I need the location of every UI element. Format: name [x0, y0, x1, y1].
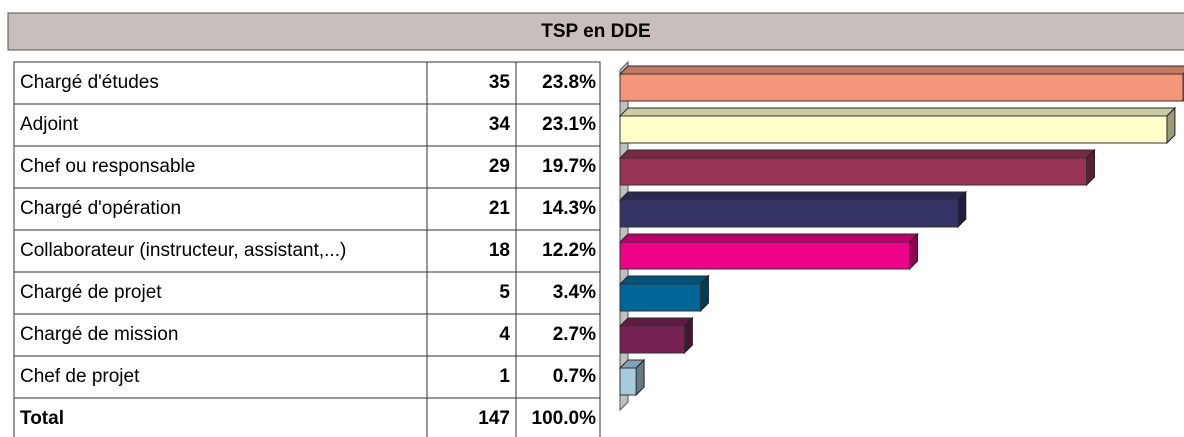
share: 14.3%	[542, 198, 596, 219]
bar-top	[618, 65, 1184, 75]
count: 34	[489, 114, 511, 135]
bar-top	[618, 275, 710, 285]
bar	[619, 241, 911, 270]
bar	[619, 325, 685, 354]
bar	[619, 199, 959, 228]
bar	[619, 73, 1184, 102]
share: 23.8%	[542, 72, 596, 93]
count: 35	[489, 72, 511, 93]
bar-top	[618, 233, 919, 243]
count: 4	[499, 324, 510, 345]
share: 3.4%	[553, 282, 596, 303]
share: 23.1%	[542, 114, 596, 135]
bar-top	[618, 191, 968, 201]
share: 0.7%	[553, 366, 596, 387]
row-label: Chargé de projet	[20, 282, 162, 303]
total: 147	[478, 408, 510, 429]
title-bar	[7, 12, 1184, 51]
bar	[619, 367, 637, 396]
table-border	[13, 61, 601, 437]
count: 1	[499, 366, 510, 387]
bar	[619, 157, 1087, 186]
count: 21	[489, 198, 511, 219]
total-share: 100.0%	[532, 408, 597, 429]
bar	[619, 115, 1168, 144]
share: 19.7%	[542, 156, 596, 177]
row-label: Chargé d'opération	[20, 198, 181, 219]
row-label: Chargé d'études	[20, 72, 159, 93]
count: 18	[489, 240, 510, 261]
row-label: Chef de projet	[20, 366, 140, 387]
bar-top	[618, 317, 694, 327]
row-label: Chargé de mission	[20, 324, 178, 345]
row-label: Chef ou responsable	[20, 156, 195, 177]
count: 29	[489, 156, 510, 177]
total-label: Total	[20, 408, 64, 429]
bar	[619, 283, 701, 312]
bar-top	[618, 149, 1096, 159]
row-label: Adjoint	[20, 114, 79, 135]
row-label: Collaborateur (instructeur, assistant,..…	[20, 240, 346, 261]
count: 5	[499, 282, 510, 303]
bar-top	[618, 107, 1177, 117]
chart-title: TSP en DDE	[541, 21, 650, 42]
share: 2.7%	[553, 324, 596, 345]
share: 12.2%	[542, 240, 596, 261]
